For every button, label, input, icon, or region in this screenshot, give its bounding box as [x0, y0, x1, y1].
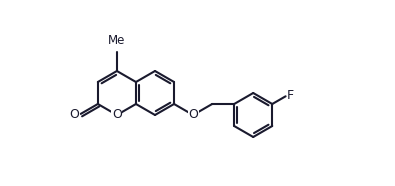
Text: O: O: [70, 108, 79, 121]
Text: Me: Me: [108, 34, 126, 47]
Text: O: O: [112, 108, 122, 121]
Text: F: F: [287, 89, 294, 102]
Text: O: O: [188, 108, 198, 121]
